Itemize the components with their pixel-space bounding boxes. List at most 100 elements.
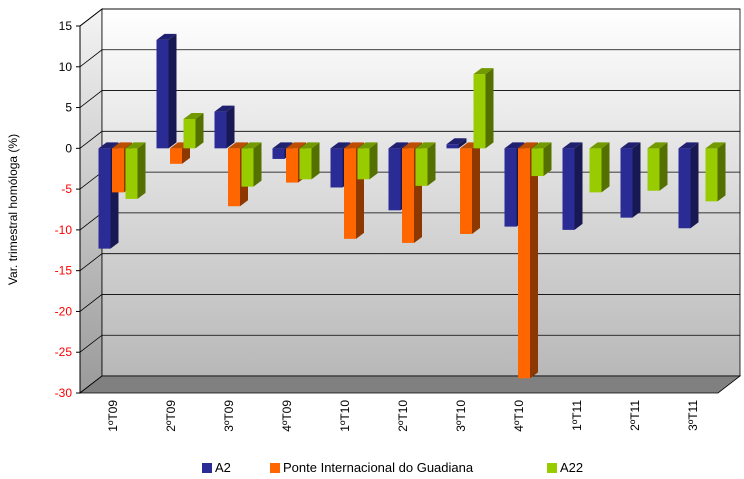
bar-top <box>112 142 132 149</box>
bar-top <box>98 142 119 149</box>
bar-front <box>504 148 517 227</box>
bar-top <box>531 142 552 149</box>
bar-a22 <box>125 142 146 199</box>
legend-item: A2 <box>202 460 231 475</box>
bar-a22 <box>357 142 378 180</box>
y-axis-label: Var. trimestral homóloga (%) <box>6 134 20 285</box>
gridline <box>79 90 740 108</box>
bar-a22 <box>647 142 668 191</box>
bar-front <box>620 148 633 218</box>
bar-side <box>311 142 320 180</box>
bar-side <box>168 33 177 149</box>
legend-label: A2 <box>215 460 231 475</box>
bar-front <box>286 148 298 183</box>
bar-front <box>460 148 472 234</box>
chart-legend: A2 Ponte Internacional do Guadiana A22 <box>0 460 744 478</box>
bar-front <box>402 148 414 243</box>
x-tick-label: 2ºT11 <box>628 400 642 431</box>
bar-top <box>678 142 699 149</box>
bar-side <box>472 142 480 234</box>
bar-front <box>272 148 285 159</box>
bar-front <box>647 148 660 191</box>
y-tick-label: -10 <box>55 223 73 237</box>
bar-a22 <box>705 142 726 202</box>
bar-top <box>125 142 146 149</box>
bar-a22 <box>531 142 552 177</box>
y-tick-label: 0 <box>65 141 72 155</box>
bar-front <box>241 148 254 187</box>
bar-top <box>415 142 436 149</box>
bar-a2 <box>156 33 177 149</box>
legend-item: Ponte Internacional do Guadiana <box>270 460 473 475</box>
bar-front <box>183 118 196 149</box>
x-tick-label: 3ºT09 <box>222 400 236 432</box>
x-tick-label: 3ºT11 <box>686 400 700 431</box>
bar-ponte-internacional-do-guadiana <box>518 142 538 379</box>
bar-top <box>214 105 235 112</box>
y-tick-label: 15 <box>59 19 73 33</box>
chart-plot: 15 10 5 0 -5 -10 -15 -20 -25 -30 Var. trimestral h… <box>6 8 742 432</box>
bar-front <box>705 148 718 202</box>
gridline <box>79 49 740 68</box>
bar-top <box>299 142 320 149</box>
bar-top <box>344 142 364 149</box>
bar-top <box>647 142 668 149</box>
y-tick-label: -15 <box>55 264 73 278</box>
bar-a2 <box>446 138 467 149</box>
bar-a22 <box>415 142 436 186</box>
y-tick-label: -5 <box>61 182 72 196</box>
bar-side <box>632 142 641 218</box>
bar-ponte-internacional-do-guadiana <box>460 142 480 234</box>
bar-top <box>504 142 525 149</box>
legend-label: Ponte Internacional do Guadiana <box>283 460 474 475</box>
y-tick-label: -25 <box>55 345 73 359</box>
bar-side <box>543 142 552 177</box>
bar-a22 <box>299 142 320 180</box>
y-tick-label: -30 <box>55 386 73 400</box>
gridline <box>79 130 740 149</box>
x-tick-label: 1ºT09 <box>106 400 120 432</box>
gridline <box>79 8 740 27</box>
y-tick-label: 10 <box>59 60 73 74</box>
bar-side <box>458 138 467 149</box>
bar-top <box>286 142 306 149</box>
bar-front <box>214 111 227 149</box>
bar-a2 <box>562 142 583 230</box>
bar-a22 <box>473 68 494 149</box>
bar-side <box>690 142 699 229</box>
bar-front <box>228 148 240 207</box>
bar-side <box>137 142 146 199</box>
x-tick-label: 3ºT10 <box>454 400 468 432</box>
bar-top <box>562 142 583 149</box>
y-tick-label: -20 <box>55 304 73 318</box>
bar-top <box>473 68 494 75</box>
legend-swatch <box>270 462 280 473</box>
bar-side <box>226 105 235 149</box>
bar-front <box>678 148 691 229</box>
bar-a2 <box>214 105 235 149</box>
bar-front <box>446 144 459 149</box>
bar-front <box>156 39 169 149</box>
bar-a2 <box>620 142 641 218</box>
bar-side <box>369 142 378 180</box>
bar-front <box>415 148 428 186</box>
legend-label: A22 <box>560 460 584 475</box>
x-tick-label: 4ºT10 <box>512 400 526 432</box>
bar-front <box>299 148 312 180</box>
x-tick-label: 2ºT09 <box>164 400 178 432</box>
bar-front <box>330 148 343 188</box>
bar-front <box>98 148 111 249</box>
bar-top <box>705 142 726 149</box>
bar-side <box>530 142 538 379</box>
x-tick-label: 2ºT10 <box>396 400 410 432</box>
bar-top <box>183 112 204 119</box>
bar-side <box>427 142 436 186</box>
bar-a22 <box>241 142 262 187</box>
bar-front <box>112 148 124 193</box>
bar-side <box>485 68 494 149</box>
bar-side <box>195 112 204 149</box>
floor <box>78 375 742 394</box>
bar-front <box>518 148 530 379</box>
bar-top <box>330 142 351 149</box>
